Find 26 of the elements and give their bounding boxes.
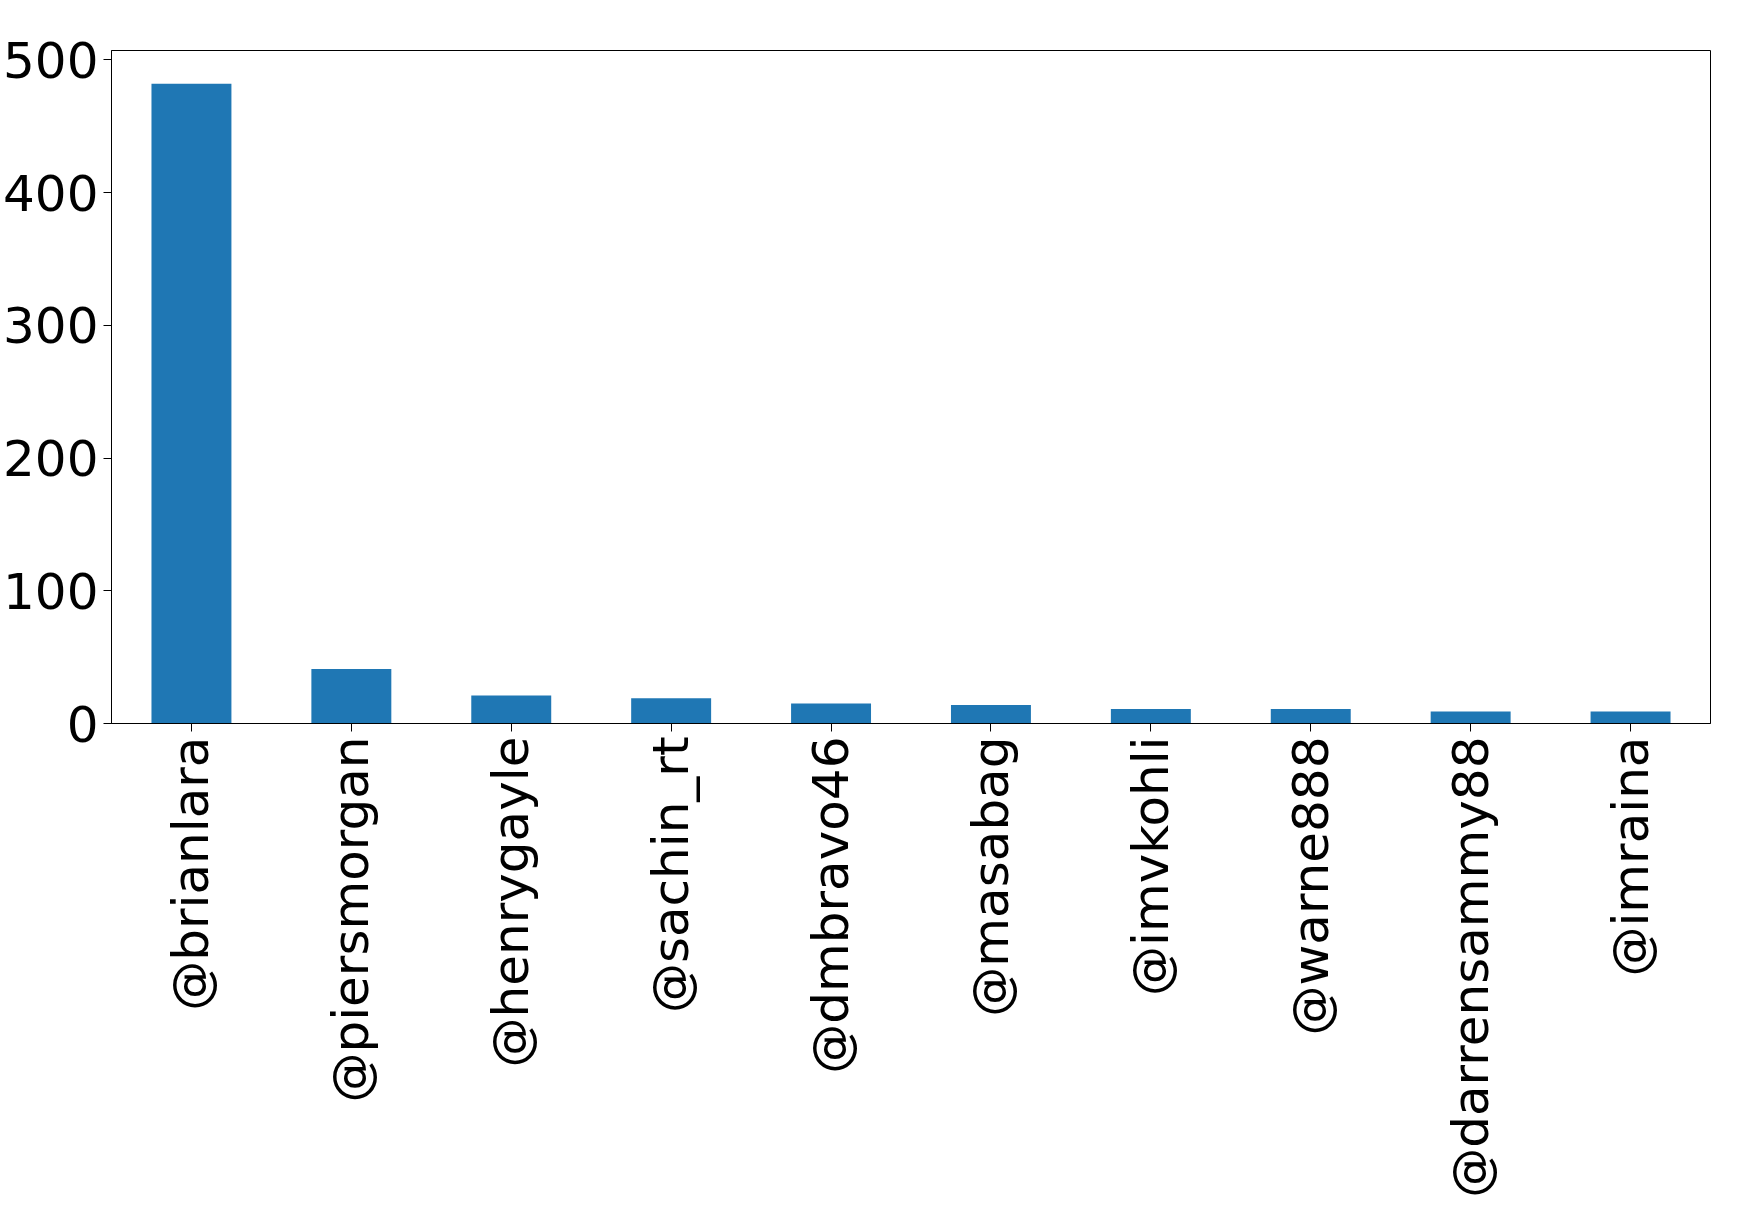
bar bbox=[1430, 711, 1511, 724]
x-tick-label: @warne888 bbox=[1281, 736, 1340, 1036]
bar bbox=[1110, 708, 1191, 724]
y-tick-label: 400 bbox=[3, 164, 99, 223]
bar bbox=[311, 669, 392, 724]
x-tick-label: @brianlara bbox=[162, 736, 221, 1011]
x-tick-label: @imraina bbox=[1601, 736, 1660, 977]
bar bbox=[791, 703, 872, 724]
bar bbox=[1270, 708, 1351, 724]
x-tick-label: @masabag bbox=[961, 736, 1020, 1017]
y-tick-label: 200 bbox=[3, 430, 99, 489]
y-tick-label: 0 bbox=[66, 695, 99, 754]
x-tick-label: @piersmorgan bbox=[322, 736, 381, 1103]
y-tick-label: 300 bbox=[3, 297, 99, 356]
x-tick-label: @darrensammy88 bbox=[1441, 736, 1500, 1198]
bar bbox=[631, 698, 712, 724]
x-tick-label: @sachin_rt bbox=[642, 736, 701, 1014]
x-tick-label: @henrygayle bbox=[482, 736, 541, 1068]
bar bbox=[950, 704, 1031, 724]
bar bbox=[151, 83, 232, 724]
y-tick-label: 100 bbox=[3, 562, 99, 621]
x-tick-label: @dmbravo46 bbox=[802, 736, 861, 1074]
y-tick-label: 500 bbox=[3, 31, 99, 90]
bar bbox=[1590, 711, 1671, 724]
bar bbox=[471, 695, 552, 724]
x-tick-label: @imvkohli bbox=[1121, 736, 1180, 996]
